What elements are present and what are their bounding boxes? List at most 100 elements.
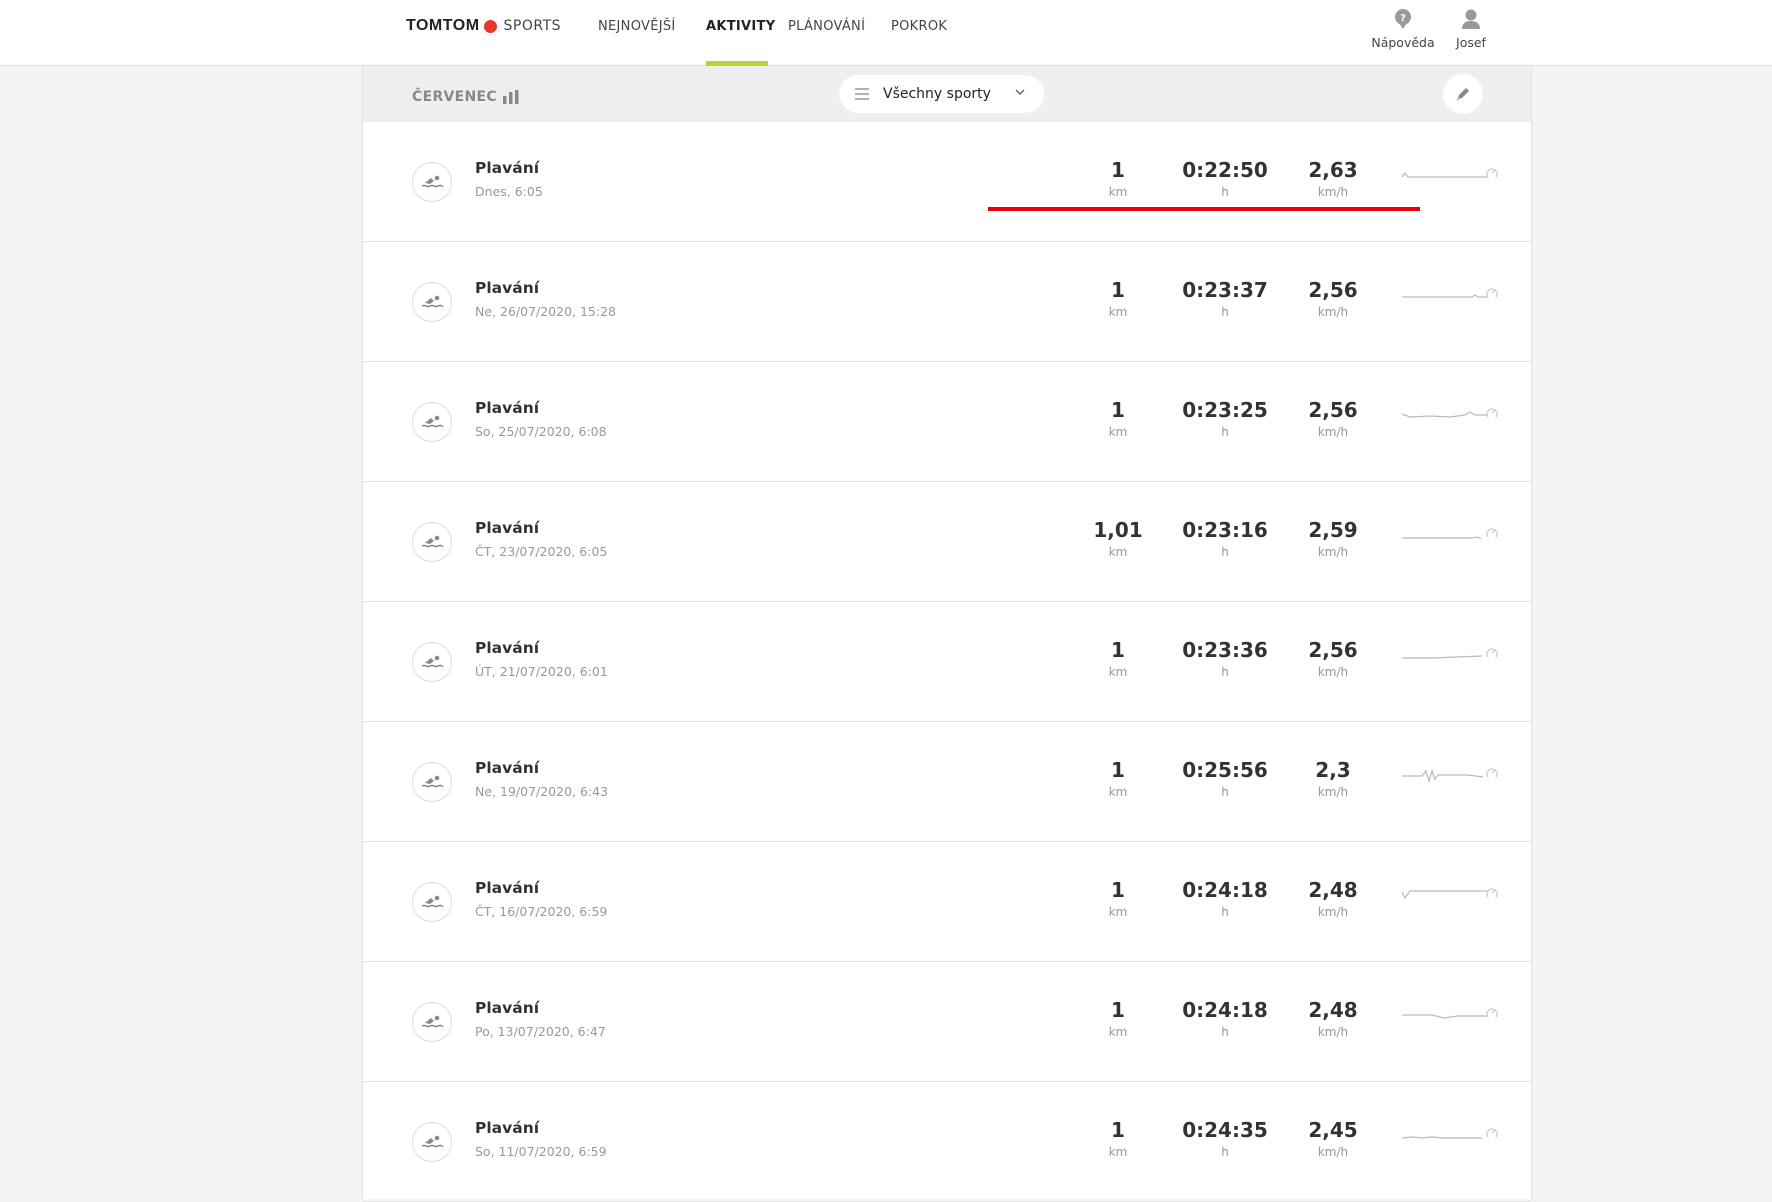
speed-stat: 2,48 km/h (1278, 878, 1388, 919)
active-tab-indicator (706, 61, 768, 66)
activity-date: ČT, 16/07/2020, 6:59 (475, 904, 608, 919)
distance-value: 1,01 (1093, 518, 1143, 542)
user-label: Josef (1456, 35, 1486, 50)
user-menu[interactable]: Josef (1436, 8, 1506, 50)
activity-row[interactable]: Plavání Ne, 26/07/2020, 15:28 1 km 0:23:3… (363, 242, 1531, 362)
gauge-icon (1486, 648, 1498, 658)
activity-title[interactable]: Plavání (475, 399, 540, 417)
distance-value: 1 (1111, 758, 1125, 782)
edit-button[interactable] (1443, 74, 1483, 114)
distance-stat: 1 km (1063, 398, 1173, 439)
activity-title[interactable]: Plavání (475, 159, 540, 177)
speed-unit: km/h (1317, 785, 1349, 799)
activity-date: Ne, 19/07/2020, 6:43 (475, 784, 609, 799)
speed-unit: km/h (1317, 545, 1349, 559)
month-selector[interactable]: ČERVENEC (412, 89, 519, 105)
duration-value: 0:23:16 (1182, 518, 1268, 542)
speed-value: 2,3 (1315, 758, 1351, 782)
distance-value: 1 (1111, 278, 1125, 302)
distance-unit: km (1108, 665, 1128, 679)
distance-stat: 1 km (1063, 278, 1173, 319)
toolbar: ČERVENEC Všechny sporty (363, 66, 1531, 122)
top-header: TOMTOM SPORTS NEJNOVĚJŠÍ AKTIVITY PLÁNOV… (0, 0, 1772, 66)
speed-value: 2,48 (1308, 878, 1358, 902)
distance-unit: km (1108, 545, 1128, 559)
nav-nejnovejsi[interactable]: NEJNOVĚJŠÍ (598, 19, 676, 34)
activity-row[interactable]: Plavání ÚT, 21/07/2020, 6:01 1 km 0:23:36… (363, 602, 1531, 722)
swimming-icon (412, 642, 452, 682)
duration-value: 0:24:18 (1182, 998, 1268, 1022)
activity-date: Dnes, 6:05 (475, 184, 543, 199)
duration-stat: 0:23:25 h (1170, 398, 1280, 439)
speed-value: 2,56 (1308, 278, 1358, 302)
sport-filter-dropdown[interactable]: Všechny sporty (839, 75, 1044, 113)
distance-value: 1 (1111, 638, 1125, 662)
duration-unit: h (1221, 1025, 1229, 1039)
distance-value: 1 (1111, 158, 1125, 182)
activity-title[interactable]: Plavání (475, 279, 540, 297)
duration-value: 0:23:25 (1182, 398, 1268, 422)
duration-value: 0:22:50 (1182, 158, 1268, 182)
speed-sparkline (1402, 536, 1482, 540)
speed-unit: km/h (1317, 425, 1349, 439)
speed-value: 2,56 (1308, 398, 1358, 422)
speed-unit: km/h (1317, 905, 1349, 919)
gauge-icon (1486, 768, 1498, 778)
activity-row[interactable]: Plavání Po, 13/07/2020, 6:47 1 km 0:24:18… (363, 962, 1531, 1082)
distance-value: 1 (1111, 998, 1125, 1022)
help-label: Nápověda (1371, 35, 1435, 50)
duration-stat: 0:23:37 h (1170, 278, 1280, 319)
activity-row[interactable]: Plavání ČT, 16/07/2020, 6:59 1 km 0:24:18… (363, 842, 1531, 962)
tomtom-sports-logo[interactable]: TOMTOM SPORTS (406, 17, 561, 35)
filter-label: Všechny sporty (883, 86, 991, 102)
duration-stat: 0:23:36 h (1170, 638, 1280, 679)
distance-unit: km (1108, 1145, 1128, 1159)
gauge-icon (1486, 288, 1498, 298)
swimming-icon (412, 762, 452, 802)
activity-row[interactable]: Plavání So, 25/07/2020, 6:08 1 km 0:23:25… (363, 362, 1531, 482)
swimming-icon (412, 1122, 452, 1162)
speed-unit: km/h (1317, 1025, 1349, 1039)
activity-row[interactable]: Plavání ČT, 23/07/2020, 6:05 1,01 km 0:23… (363, 482, 1531, 602)
activity-title[interactable]: Plavání (475, 879, 540, 897)
activity-row[interactable]: Plavání Ne, 19/07/2020, 6:43 1 km 0:25:56… (363, 722, 1531, 842)
duration-value: 0:24:35 (1182, 1118, 1268, 1142)
speed-stat: 2,59 km/h (1278, 518, 1388, 559)
duration-unit: h (1221, 905, 1229, 919)
speed-value: 2,59 (1308, 518, 1358, 542)
speed-unit: km/h (1317, 665, 1349, 679)
speed-value: 2,45 (1308, 1118, 1358, 1142)
swimming-icon (412, 522, 452, 562)
nav-aktivity[interactable]: AKTIVITY (706, 19, 776, 34)
activity-date: ČT, 23/07/2020, 6:05 (475, 544, 608, 559)
duration-stat: 0:23:16 h (1170, 518, 1280, 559)
activity-row[interactable]: Plavání Dnes, 6:05 1 km 0:22:50 h 2,63 km/h (363, 122, 1531, 242)
user-icon (1462, 9, 1480, 29)
activity-row[interactable]: Plavání So, 11/07/2020, 6:59 1 km 0:24:35… (363, 1082, 1531, 1202)
duration-value: 0:25:56 (1182, 758, 1268, 782)
speed-unit: km/h (1317, 1145, 1349, 1159)
logo-product: SPORTS (503, 18, 562, 34)
activity-title[interactable]: Plavání (475, 639, 540, 657)
activity-title[interactable]: Plavání (475, 759, 540, 777)
distance-unit: km (1108, 1025, 1128, 1039)
help-button[interactable]: ? Nápověda (1368, 8, 1438, 50)
nav-planovani[interactable]: PLÁNOVÁNÍ (788, 19, 866, 34)
distance-stat: 1,01 km (1063, 518, 1173, 559)
gauge-icon (1486, 528, 1498, 538)
activity-title[interactable]: Plavání (475, 1119, 540, 1137)
bar-chart-icon (502, 90, 519, 104)
duration-value: 0:24:18 (1182, 878, 1268, 902)
duration-unit: h (1221, 1145, 1229, 1159)
duration-unit: h (1221, 425, 1229, 439)
distance-stat: 1 km (1063, 758, 1173, 799)
speed-stat: 2,56 km/h (1278, 278, 1388, 319)
duration-stat: 0:24:18 h (1170, 998, 1280, 1039)
gauge-icon (1486, 1128, 1498, 1138)
duration-unit: h (1221, 185, 1229, 199)
duration-unit: h (1221, 545, 1229, 559)
nav-pokrok[interactable]: POKROK (891, 19, 948, 34)
activity-title[interactable]: Plavání (475, 519, 540, 537)
speed-sparkline (1401, 890, 1488, 900)
activity-title[interactable]: Plavání (475, 999, 540, 1017)
